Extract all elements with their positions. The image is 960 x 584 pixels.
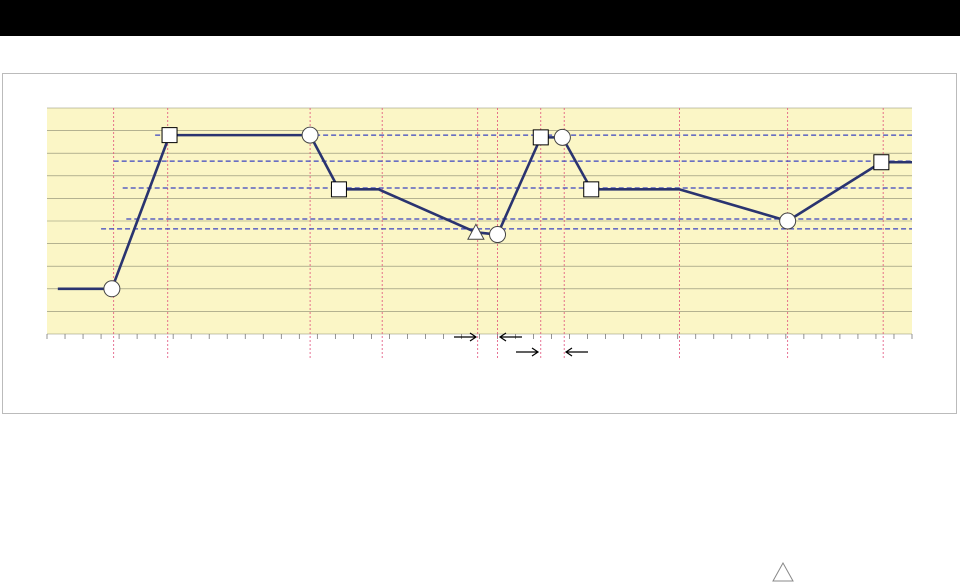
triangle-icon: [772, 561, 794, 582]
range-arrows: [454, 332, 588, 357]
circle-marker: [553, 128, 571, 146]
plot: [46, 107, 913, 360]
circle-marker: [301, 126, 319, 144]
circle-marker: [489, 226, 507, 244]
triangle-marker: [467, 223, 485, 240]
arrow-right: [454, 332, 478, 342]
arrow-left: [498, 332, 522, 342]
arrow-left: [564, 347, 588, 357]
square-marker: [330, 181, 347, 198]
header-bar: [0, 0, 960, 36]
arrow-right: [516, 347, 540, 357]
square-marker: [873, 154, 890, 171]
square-marker: [161, 127, 178, 144]
circle-marker: [103, 280, 121, 298]
circle-marker: [779, 212, 797, 230]
square-marker: [532, 129, 549, 146]
square-marker: [583, 181, 600, 198]
